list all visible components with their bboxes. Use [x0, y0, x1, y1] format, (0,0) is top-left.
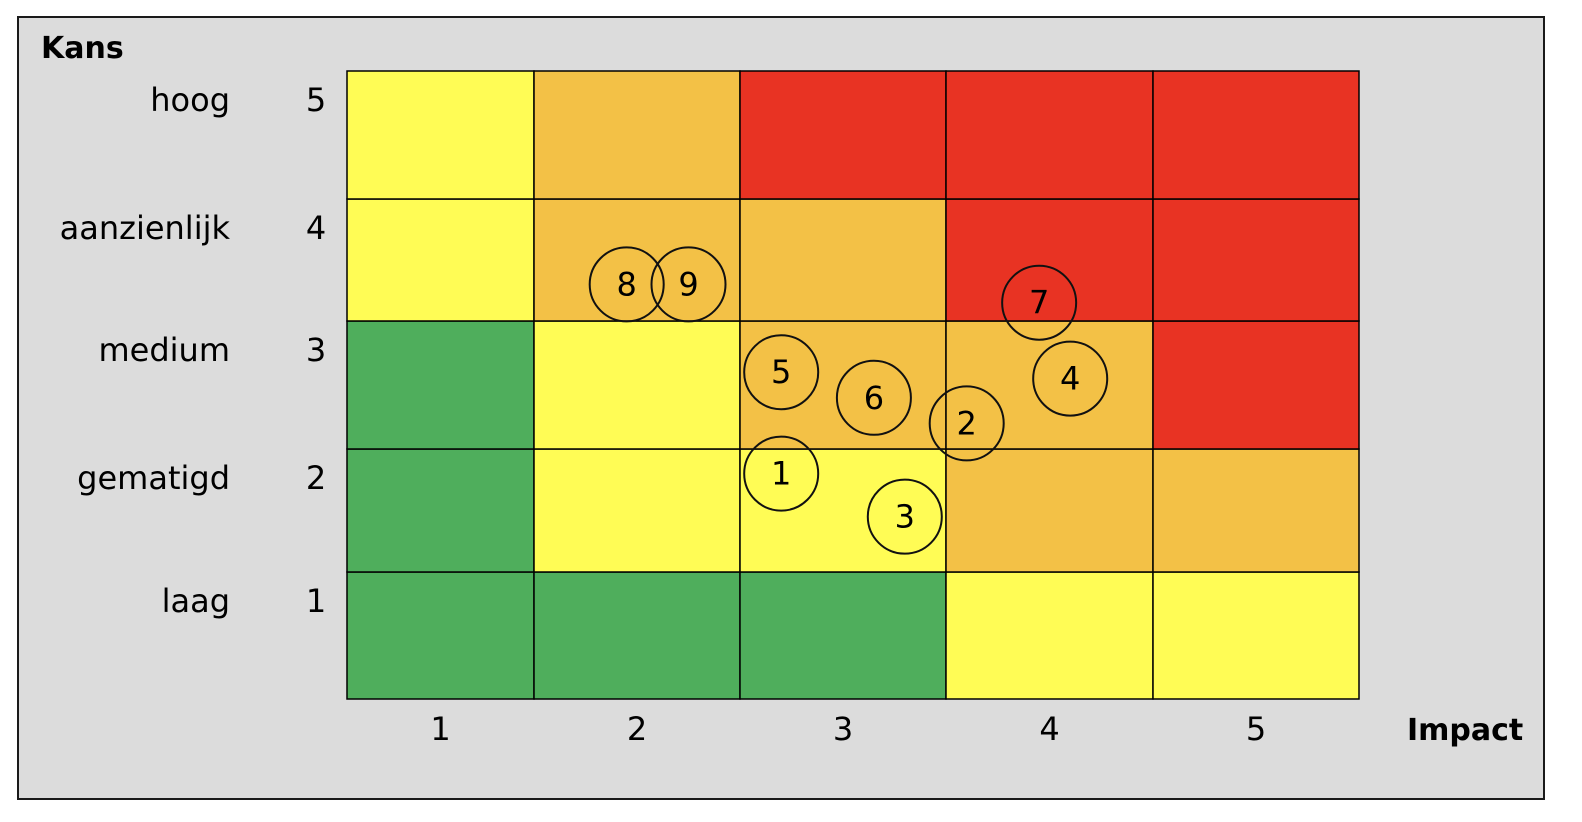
risk-marker-7: 7 [1001, 264, 1078, 341]
risk-circle [588, 246, 665, 323]
matrix-cell-kans5-impact1 [346, 70, 535, 200]
y-tick-label: 5 [306, 81, 326, 119]
x-axis-label: Impact [1407, 713, 1523, 748]
matrix-cell-kans1-impact4 [945, 571, 1154, 700]
matrix-cell-kans3-impact5 [1152, 320, 1360, 450]
matrix-cell-kans5-impact5 [1152, 70, 1360, 200]
matrix-cell-kans4-impact4 [945, 198, 1154, 322]
matrix-cell-kans1-impact5 [1152, 571, 1360, 700]
matrix-cell-kans2-impact1 [346, 448, 535, 573]
matrix-cell-kans3-impact3 [739, 320, 947, 450]
chart-frame: Kans Impact 1 2 3 4 5 laag gematigd medium aanz… [17, 16, 1545, 800]
risk-label: 2 [957, 404, 977, 442]
matrix-cell-kans5-impact4 [945, 70, 1154, 200]
risk-marker-3: 3 [866, 478, 943, 555]
risk-marker-6: 6 [835, 359, 912, 436]
x-tick-label: 2 [627, 710, 647, 748]
risk-marker-8: 8 [588, 246, 665, 323]
x-tick-label: 5 [1246, 710, 1266, 748]
y-level-name: hoog [150, 81, 230, 119]
risk-circle [1032, 340, 1109, 417]
risk-marker-4: 4 [1032, 340, 1109, 417]
matrix-cell-kans2-impact2 [533, 448, 741, 573]
y-tick-label: 1 [306, 582, 326, 620]
matrix-cell-kans1-impact3 [739, 571, 947, 700]
y-level-name: laag [162, 582, 230, 620]
risk-marker-5: 5 [743, 334, 820, 411]
risk-circle [835, 359, 912, 436]
risk-circle [1001, 264, 1078, 341]
matrix-cell-kans1-impact1 [346, 571, 535, 700]
y-tick-label: 2 [306, 459, 326, 497]
y-tick-label: 4 [306, 209, 326, 247]
matrix-cell-kans2-impact4 [945, 448, 1154, 573]
x-tick-label: 4 [1039, 710, 1059, 748]
x-tick-label: 3 [833, 710, 853, 748]
matrix-cell-kans3-impact1 [346, 320, 535, 450]
risk-label: 3 [895, 498, 915, 536]
risk-circle [743, 334, 820, 411]
matrix-cell-kans4-impact2 [533, 198, 741, 322]
risk-marker-2: 2 [928, 385, 1005, 462]
matrix-cell-kans2-impact5 [1152, 448, 1360, 573]
matrix-cell-kans4-impact3 [739, 198, 947, 322]
y-axis-label: Kans [41, 31, 124, 66]
y-level-names: laag gematigd medium aanzienlijk hoog [60, 81, 231, 620]
risk-label: 1 [771, 455, 791, 493]
matrix-cell-kans1-impact2 [533, 571, 741, 700]
risk-label: 5 [771, 353, 791, 391]
risk-marker-9: 9 [650, 246, 727, 323]
risk-label: 6 [864, 379, 884, 417]
matrix-cell-kans4-impact1 [346, 198, 535, 322]
y-level-name: aanzienlijk [60, 209, 231, 247]
y-tick-label: 3 [306, 331, 326, 369]
y-tick-labels: 1 2 3 4 5 [306, 81, 326, 620]
y-level-name: gematigd [77, 459, 230, 497]
x-tick-label: 1 [430, 710, 450, 748]
risk-circle [743, 435, 820, 512]
matrix-cell-kans5-impact2 [533, 70, 741, 200]
risk-label: 8 [617, 265, 637, 303]
risk-circle [866, 478, 943, 555]
risk-marker-1: 1 [743, 435, 820, 512]
risk-markers: 1 2 3 4 5 6 7 8 9 [588, 246, 1109, 555]
matrix-cell-kans4-impact5 [1152, 198, 1360, 322]
matrix-cell-kans3-impact2 [533, 320, 741, 450]
risk-matrix-chart: Kans Impact 1 2 3 4 5 laag gematigd medium aanz… [41, 31, 1523, 748]
x-tick-labels: 1 2 3 4 5 [430, 710, 1266, 748]
risk-circle [650, 246, 727, 323]
risk-label: 7 [1029, 284, 1049, 322]
matrix-cell-kans5-impact3 [739, 70, 947, 200]
risk-label: 9 [678, 265, 698, 303]
matrix-cells [346, 70, 1360, 700]
matrix-cell-kans3-impact4 [945, 320, 1154, 450]
y-level-name: medium [98, 331, 230, 369]
risk-circle [928, 385, 1005, 462]
risk-label: 4 [1060, 360, 1080, 398]
